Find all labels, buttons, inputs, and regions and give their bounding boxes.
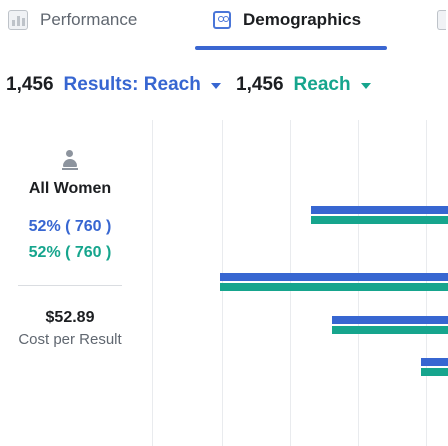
cost-per-result-value: $52.89 bbox=[45, 309, 95, 326]
chart-bar-primary[interactable] bbox=[220, 273, 448, 281]
active-tab-indicator bbox=[195, 46, 387, 50]
tab-performance[interactable]: Performance bbox=[8, 0, 137, 40]
secondary-metric[interactable]: 1,456 Reach bbox=[236, 74, 371, 96]
tab-next-partial[interactable] bbox=[437, 0, 446, 40]
secondary-chevron-down-icon[interactable] bbox=[360, 83, 371, 89]
secondary-metric-value: 1,456 bbox=[236, 74, 284, 95]
chart-bar-primary[interactable] bbox=[421, 358, 448, 366]
primary-metric[interactable]: 1,456 Results: Reach bbox=[6, 74, 221, 96]
bar-chart-icon bbox=[8, 10, 28, 30]
primary-metric-selector[interactable]: Results: Reach bbox=[63, 74, 201, 95]
primary-metric-value: 1,456 bbox=[6, 74, 54, 95]
chart-bar-secondary[interactable] bbox=[332, 326, 448, 334]
demographics-chart bbox=[150, 120, 448, 446]
tab-performance-label: Performance bbox=[40, 10, 138, 29]
chart-bar-secondary[interactable] bbox=[220, 283, 448, 291]
secondary-metric-selector[interactable]: Reach bbox=[293, 74, 351, 95]
segment-divider bbox=[18, 285, 122, 286]
people-icon bbox=[213, 11, 231, 29]
segment-secondary-share: 52% ( 760 ) bbox=[28, 244, 112, 261]
segment-primary-share: 52% ( 760 ) bbox=[28, 218, 112, 235]
tab-demographics[interactable]: Demographics bbox=[213, 0, 361, 40]
tab-demographics-label: Demographics bbox=[243, 10, 362, 29]
chart-bar-primary[interactable] bbox=[311, 206, 448, 214]
chart-bar-primary[interactable] bbox=[332, 316, 448, 324]
primary-chevron-down-icon[interactable] bbox=[210, 83, 221, 89]
chart-bar-secondary[interactable] bbox=[311, 216, 448, 224]
tab-next-icon bbox=[437, 10, 446, 30]
person-icon bbox=[62, 150, 78, 170]
segment-title: All Women bbox=[28, 180, 112, 197]
chart-bar-secondary[interactable] bbox=[421, 368, 448, 376]
chart-gridline bbox=[152, 120, 153, 446]
cost-per-result-label: Cost per Result bbox=[18, 331, 122, 348]
